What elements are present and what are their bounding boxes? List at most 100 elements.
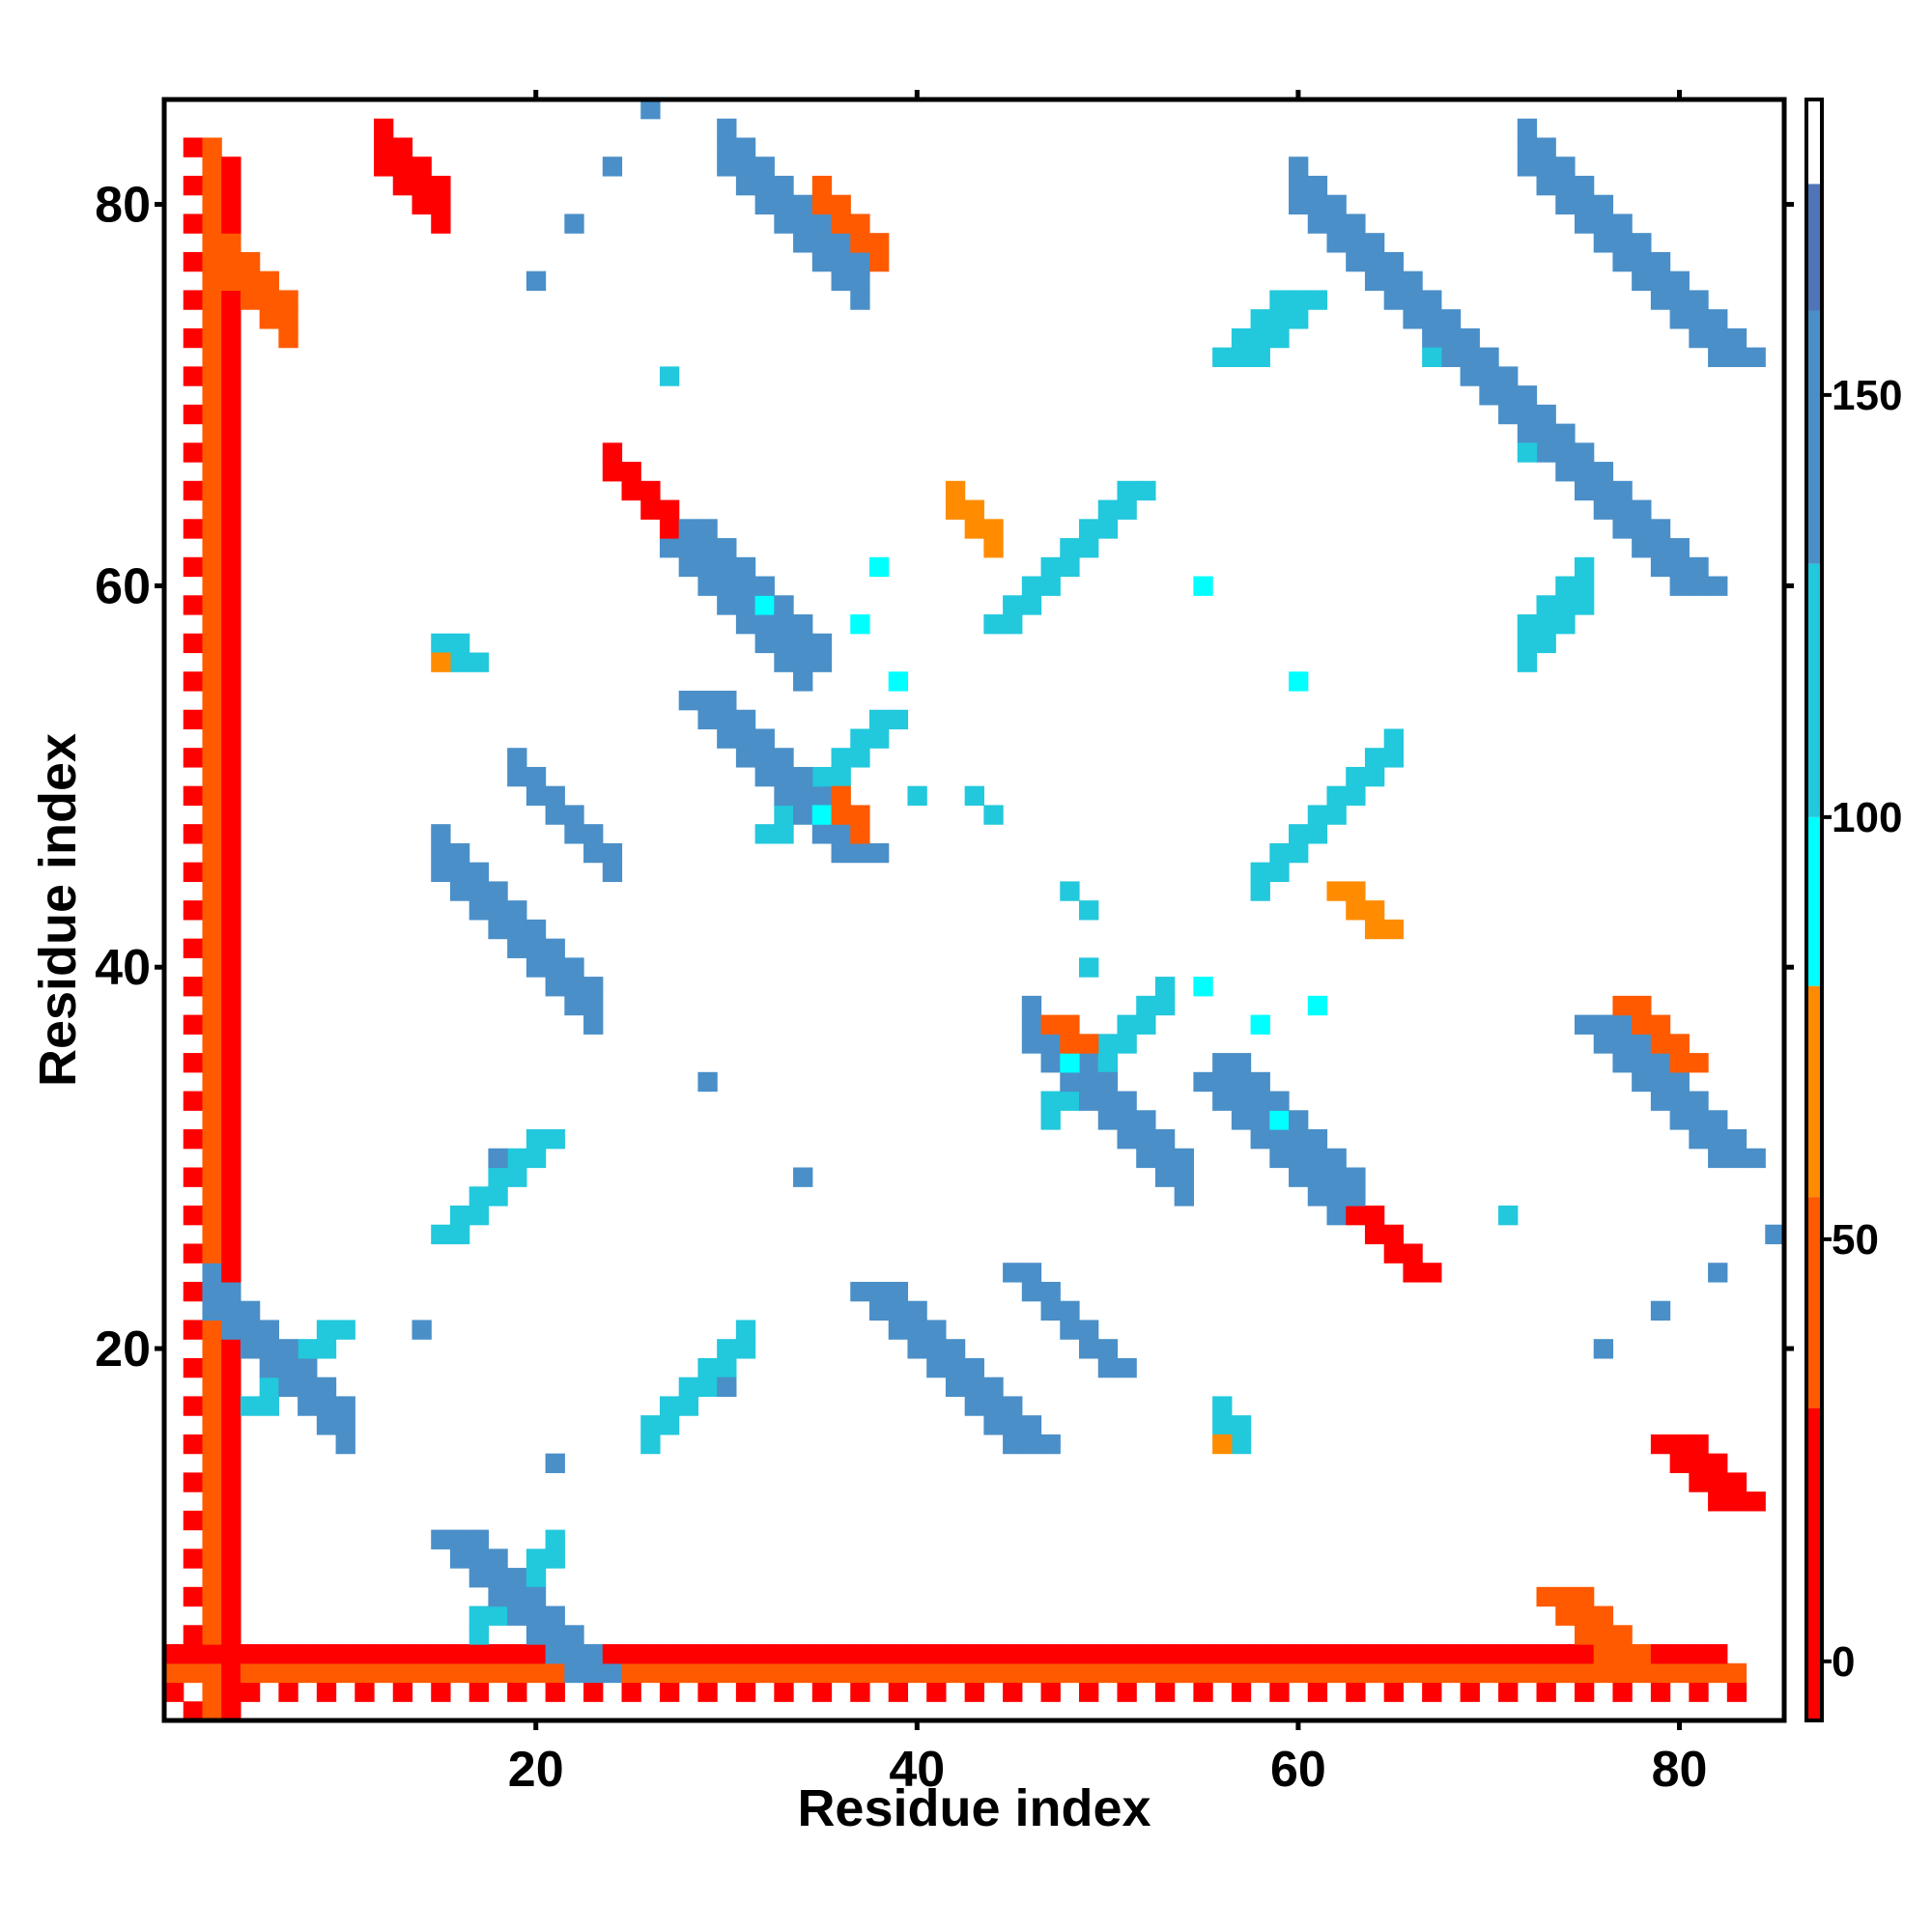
heatmap-cell <box>183 442 204 463</box>
heatmap-cell <box>868 233 890 253</box>
heatmap-cell <box>221 595 242 615</box>
heatmap-cell <box>1536 614 1556 635</box>
heatmap-cell <box>793 614 813 635</box>
heatmap-cell <box>469 1548 489 1569</box>
heatmap-cell <box>221 1396 242 1416</box>
heatmap-cell <box>1003 1263 1023 1283</box>
heatmap-cell <box>1517 1644 1538 1664</box>
heatmap-cell <box>1289 824 1309 844</box>
heatmap-cell <box>507 1662 527 1684</box>
heatmap-cell <box>621 462 641 482</box>
heatmap-cell <box>1040 1682 1061 1702</box>
heatmap-cell <box>1117 1357 1137 1378</box>
heatmap-cell <box>1364 766 1385 787</box>
heatmap-cell <box>1612 1644 1633 1664</box>
heatmap-cell <box>202 347 222 367</box>
heatmap-cell <box>907 1644 927 1664</box>
heatmap-cell <box>717 728 737 749</box>
heatmap-cell <box>202 1205 222 1226</box>
heatmap-cell <box>583 842 604 864</box>
heatmap-cell <box>221 519 242 539</box>
heatmap-cell <box>640 499 661 520</box>
heatmap-cell <box>1593 480 1614 501</box>
heatmap-cell <box>983 1377 1004 1397</box>
heatmap-cell <box>1307 1644 1328 1664</box>
heatmap-cell <box>221 824 242 844</box>
heatmap-cell <box>1726 327 1747 349</box>
heatmap-cell <box>1021 595 1042 615</box>
heatmap-cell <box>202 137 222 157</box>
heatmap-cell <box>1136 480 1156 501</box>
heatmap-cell <box>1174 1167 1194 1187</box>
heatmap-cell <box>221 1167 242 1187</box>
heatmap-cell <box>1669 538 1690 558</box>
heatmap-cell <box>202 1320 222 1340</box>
heatmap-cell <box>793 1644 813 1664</box>
heatmap-cell <box>1231 1682 1252 1702</box>
heatmap-cell <box>1669 1034 1690 1054</box>
heatmap-cell <box>831 766 851 787</box>
heatmap-cell <box>964 1377 984 1397</box>
heatmap-cell <box>202 404 222 425</box>
heatmap-cell <box>583 1662 604 1684</box>
heatmap-cell <box>754 633 775 654</box>
heatmap-cell <box>678 1662 699 1684</box>
heatmap-cell <box>926 1644 947 1664</box>
heatmap-cell <box>183 1510 204 1531</box>
heatmap-cell <box>850 213 870 234</box>
heatmap-cell <box>1689 1472 1709 1492</box>
heatmap-cell <box>545 1605 565 1626</box>
heatmap-cell <box>811 785 833 807</box>
colorbar-band <box>1806 184 1822 311</box>
heatmap-cell <box>1040 1281 1061 1302</box>
heatmap-cell <box>1612 1662 1633 1684</box>
heatmap-cell <box>1650 556 1671 578</box>
heatmap-cell <box>735 1339 756 1359</box>
heatmap-cell <box>488 1148 508 1169</box>
heatmap-cell <box>183 671 204 692</box>
heatmap-cell <box>1269 1110 1290 1130</box>
heatmap-cell <box>1079 538 1099 558</box>
heatmap-cell <box>831 805 851 825</box>
heatmap-cell <box>774 194 794 215</box>
heatmap-cell <box>1574 595 1595 615</box>
heatmap-cell <box>697 1377 718 1397</box>
heatmap-cell <box>183 327 204 349</box>
heatmap-cell <box>1593 1662 1614 1684</box>
heatmap-cell <box>1612 1682 1633 1702</box>
heatmap-cell <box>1574 442 1595 463</box>
heatmap-cell <box>412 1320 432 1340</box>
heatmap-cell <box>1383 251 1405 272</box>
heatmap-cell <box>1097 1644 1119 1664</box>
heatmap-cell <box>488 919 508 940</box>
heatmap-cell <box>221 690 242 711</box>
heatmap-cell <box>202 251 222 272</box>
heatmap-cell <box>1289 1129 1309 1150</box>
heatmap-cell <box>431 1662 451 1684</box>
heatmap-cell <box>907 1339 927 1359</box>
heatmap-cell <box>1479 1662 1499 1684</box>
heatmap-cell <box>392 1682 413 1702</box>
heatmap-cell <box>202 881 222 901</box>
heatmap-cell <box>850 748 870 768</box>
heatmap-cell <box>221 1300 242 1321</box>
heatmap-cell <box>202 957 222 978</box>
heatmap-cell <box>1440 1662 1462 1684</box>
heatmap-cell <box>221 309 242 329</box>
y-tick-label: 40 <box>95 940 151 996</box>
heatmap-cell <box>221 805 242 825</box>
heatmap-cell <box>1689 1129 1709 1150</box>
heatmap-cell <box>754 614 775 635</box>
heatmap-cell <box>717 1357 737 1378</box>
heatmap-cell <box>507 766 527 787</box>
heatmap-cell <box>221 1586 242 1607</box>
heatmap-cell <box>1250 1129 1270 1150</box>
heatmap-cell <box>1650 1644 1671 1664</box>
heatmap-cell <box>983 519 1004 539</box>
heatmap-cell <box>1689 556 1709 578</box>
heatmap-cell <box>202 690 222 711</box>
heatmap-cell <box>983 1396 1004 1416</box>
heatmap-cell <box>1746 1148 1766 1169</box>
heatmap-cell <box>526 1548 547 1569</box>
heatmap-cell <box>1632 1014 1652 1035</box>
